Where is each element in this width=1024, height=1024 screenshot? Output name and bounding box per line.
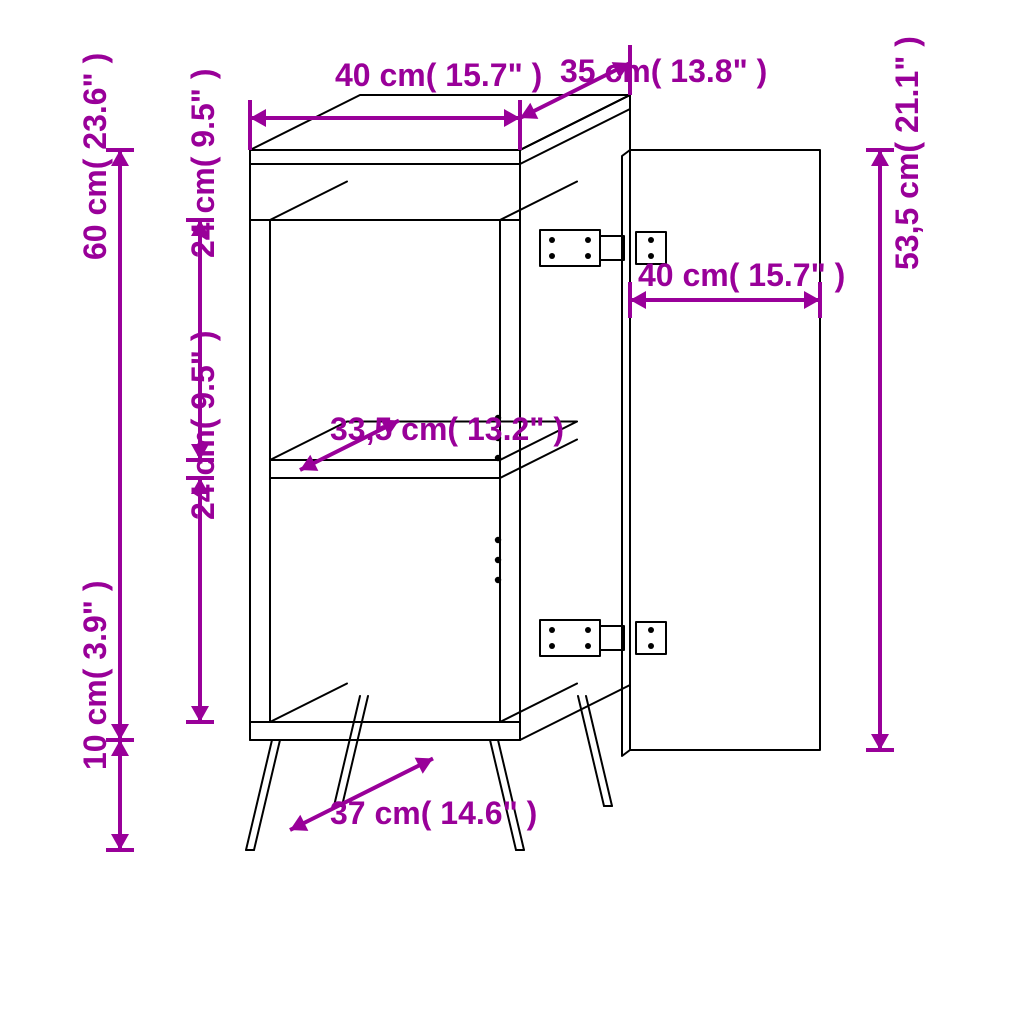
dim-door-width-label: 40 cm( 15.7" ) [638,257,845,293]
dim-bottom-depth-label: 37 cm( 14.6" ) [330,795,537,831]
svg-text:10 cm( 3.9" ): 10 cm( 3.9" ) [77,581,113,770]
dim-top-depth-label: 35 cm( 13.8" ) [560,53,767,89]
dim-shelf-depth-label: 33,5 cm( 13.2" ) [330,411,564,447]
svg-text:53,5 cm( 21.1" ): 53,5 cm( 21.1" ) [889,36,925,270]
dim-door-width: 40 cm( 15.7" ) [630,257,845,318]
dim-shelf-depth: 33,5 cm( 13.2" ) [300,411,564,471]
dim-top-width: 40 cm( 15.7" ) [250,57,542,150]
dim-top-width-label: 40 cm( 15.7" ) [335,57,542,93]
dim-top-depth: 35 cm( 13.8" ) [520,45,767,119]
svg-text:60 cm( 23.6" ): 60 cm( 23.6" ) [77,53,113,260]
svg-text:24 cm( 9.5" ): 24 cm( 9.5" ) [185,331,221,520]
svg-text:24 cm( 9.5" ): 24 cm( 9.5" ) [185,69,221,258]
dim-bottom-depth: 37 cm( 14.6" ) [290,758,537,831]
